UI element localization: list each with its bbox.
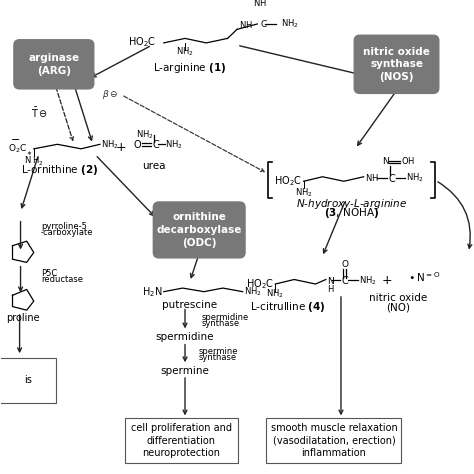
Text: $-$: $-$ [10,133,20,143]
Text: L-citrulline $\mathbf{(4)}$: L-citrulline $\mathbf{(4)}$ [250,301,326,314]
Text: $\rm N$: $\rm N$ [382,155,390,165]
Text: putrescine: putrescine [162,300,217,310]
Text: $\rm N$: $\rm N$ [327,275,335,286]
FancyBboxPatch shape [14,40,94,89]
Text: $\rm NH$: $\rm NH$ [365,172,378,183]
Text: $\rm \bullet N^{=O}$: $\rm \bullet N^{=O}$ [406,270,441,284]
Text: $\rm O_2C$: $\rm O_2C$ [8,143,27,155]
Text: $\rm NH_2$: $\rm NH_2$ [359,274,377,287]
Text: $\rm NH_2$: $\rm NH_2$ [295,186,312,199]
Text: $\rm NH_2$: $\rm NH_2$ [281,18,299,30]
Text: cell proliferation and
differentiation
neuroprotection: cell proliferation and differentiation n… [131,423,232,458]
Text: $\beta\ominus$: $\beta\ominus$ [102,88,118,101]
FancyBboxPatch shape [154,202,245,258]
Text: $\rm C$: $\rm C$ [152,138,160,150]
Text: $\rm C$: $\rm C$ [260,18,267,29]
Text: $\rm NH_2$: $\rm NH_2$ [244,285,262,298]
Text: $\rm NH_2$: $\rm NH_2$ [136,128,154,141]
Text: spermine: spermine [198,347,238,356]
Text: nitric oxide: nitric oxide [369,293,427,303]
Text: $\rm NH_2$: $\rm NH_2$ [406,172,424,184]
FancyBboxPatch shape [266,418,401,464]
Text: spermidine: spermidine [156,332,214,342]
Text: $\rm H$: $\rm H$ [327,283,334,294]
Text: $\rm O$: $\rm O$ [133,138,142,150]
Text: +: + [116,140,127,154]
Text: $\rm HO_2C$: $\rm HO_2C$ [246,277,273,291]
Text: $\rm NH_2$: $\rm NH_2$ [165,138,183,151]
Text: $\rm H_2N$: $\rm H_2N$ [143,285,163,299]
Text: L-arginine $\mathbf{(1)}$: L-arginine $\mathbf{(1)}$ [153,61,226,75]
Text: $\rm \bar{T}\ominus$: $\rm \bar{T}\ominus$ [31,106,48,120]
Text: arginase
(ARG): arginase (ARG) [28,53,80,76]
Text: $\rm \overset{\,\,\ast}{N}H_2$: $\rm \overset{\,\,\ast}{N}H_2$ [23,150,44,168]
Text: pyrroline-5: pyrroline-5 [41,222,87,231]
Text: +: + [382,274,392,287]
Text: $\rm NH_2$: $\rm NH_2$ [101,139,118,152]
Text: $\rm HO_2C$: $\rm HO_2C$ [128,35,156,49]
Text: synthase: synthase [201,319,240,328]
Text: $\rm O$: $\rm O$ [340,258,349,269]
Text: reductase: reductase [41,274,83,283]
Text: spermine: spermine [161,365,210,375]
Text: $\rm NH$: $\rm NH$ [239,19,253,30]
Text: $\rm NH_2$: $\rm NH_2$ [266,288,284,300]
Text: ornithine
decarboxylase
(ODC): ornithine decarboxylase (ODC) [156,212,242,248]
Text: urea: urea [143,161,166,171]
Text: $\rm HO_2C$: $\rm HO_2C$ [274,174,302,188]
Text: spermidine: spermidine [201,313,249,322]
Text: nitric oxide
synthase
(NOS): nitric oxide synthase (NOS) [363,46,430,82]
FancyBboxPatch shape [125,418,238,464]
FancyBboxPatch shape [354,35,439,93]
Text: proline: proline [6,313,40,323]
Text: P5C: P5C [41,269,57,278]
Text: smooth muscle relaxation
(vasodilatation, erection)
inflammation: smooth muscle relaxation (vasodilatation… [271,423,397,458]
Text: $\rm NH$: $\rm NH$ [253,0,266,8]
Text: $\rm C$: $\rm C$ [388,172,396,183]
Text: -carboxylate: -carboxylate [41,228,93,237]
Text: $N$-hydroxy-L-arginine: $N$-hydroxy-L-arginine [296,197,407,211]
Text: $\mathbf{(3}$, NOHA$\mathbf{)}$: $\mathbf{(3}$, NOHA$\mathbf{)}$ [324,206,379,220]
Text: $\rm NH_2$: $\rm NH_2$ [176,46,194,58]
FancyBboxPatch shape [0,358,56,402]
Text: is: is [24,375,32,385]
Text: $\rm C$: $\rm C$ [341,274,350,286]
Text: (NO): (NO) [386,302,410,312]
Text: synthase: synthase [198,353,237,362]
Text: L-ornithine $\mathbf{(2)}$: L-ornithine $\mathbf{(2)}$ [21,164,99,177]
Text: $\rm OH$: $\rm OH$ [401,155,416,166]
